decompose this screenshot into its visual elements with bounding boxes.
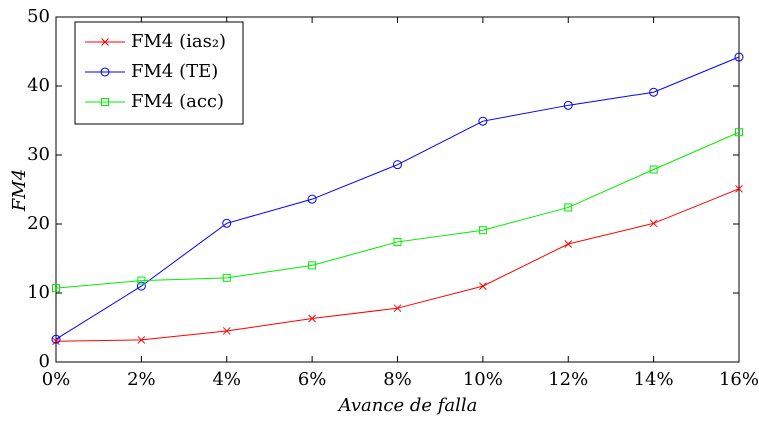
series-line xyxy=(56,132,739,288)
legend-label: FM4 (acc) xyxy=(131,91,224,112)
x-tick-label: 10% xyxy=(463,369,503,390)
y-tick-label: 10 xyxy=(27,282,50,303)
x-tick-label: 6% xyxy=(298,369,327,390)
data-point xyxy=(479,283,486,290)
y-tick-label: 40 xyxy=(27,75,50,96)
x-tick-label: 12% xyxy=(548,369,588,390)
data-point xyxy=(650,220,657,227)
x-tick-label: 16% xyxy=(719,369,759,390)
y-tick-label: 20 xyxy=(27,213,50,234)
legend-label: FM4 (ias₂) xyxy=(131,31,226,52)
x-tick-label: 8% xyxy=(383,369,412,390)
legend-label: FM4 (TE) xyxy=(131,61,218,82)
x-axis-label: Avance de falla xyxy=(337,395,478,416)
legend: FM4 (ias₂) FM4 (TE) FM4 (acc) xyxy=(75,22,243,124)
data-point xyxy=(565,241,572,248)
x-tick-label: 4% xyxy=(212,369,241,390)
y-tick-label: 30 xyxy=(27,144,50,165)
series-line xyxy=(56,189,739,341)
y-axis-label: FM4 xyxy=(9,169,30,212)
x-tick-label: 0% xyxy=(42,369,71,390)
x-tick-label: 2% xyxy=(127,369,156,390)
chart: Avance de falla FM4 010203040500%2%4%6%8… xyxy=(0,0,759,420)
y-tick-label: 50 xyxy=(27,6,50,27)
x-tick-label: 14% xyxy=(634,369,674,390)
